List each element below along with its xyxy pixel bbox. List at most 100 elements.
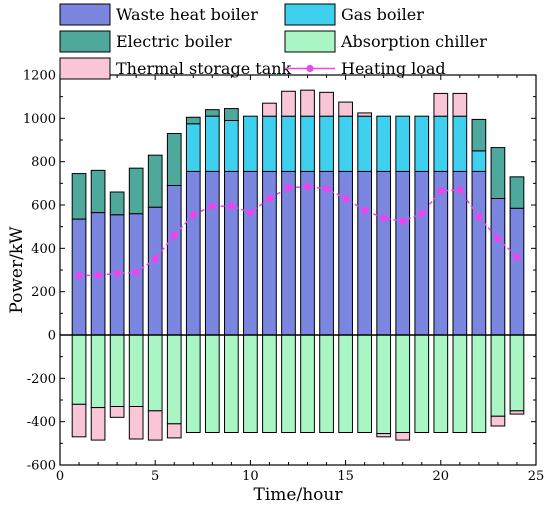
bar-waste-heat-boiler-13: [300, 170, 315, 336]
legend-swatch-thermal-storage-tank: [59, 57, 111, 80]
heating-load-point-24: [513, 253, 521, 261]
bar-thermal-storage-tank-2: [90, 407, 106, 441]
bar-gas-boiler-18: [395, 115, 411, 172]
bar-thermal-storage-tank-12: [281, 90, 296, 117]
legend-label-waste-heat-boiler: Waste heat boiler: [116, 5, 258, 24]
bar-electric-boiler-8: [204, 109, 220, 117]
bar-waste-heat-boiler-12: [281, 170, 296, 336]
x-tick-label: 0: [56, 469, 64, 484]
y-axis-title: Power/kW: [7, 226, 27, 314]
bar-electric-boiler-24: [509, 176, 525, 209]
bar-electric-boiler-4: [128, 167, 144, 215]
bar-thermal-storage-tank-23: [490, 415, 506, 427]
bar-waste-heat-boiler-9: [224, 170, 239, 336]
legend-swatch-electric-boiler: [59, 30, 111, 53]
bar-thermal-storage-tank-1: [71, 403, 87, 438]
bar-thermal-storage-tank-18: [395, 432, 411, 441]
y-tick-label: -400: [27, 415, 56, 430]
axes: -600 -400 -200 0 200 400 600 800 1000 1200 0 5 10 15 2…: [7, 69, 544, 506]
heating-load-point-12: [284, 184, 293, 192]
legend-swatch-gas-boiler: [284, 3, 336, 26]
bar-thermal-storage-tank-3: [109, 406, 125, 418]
bar-absorption-chiller-22: [471, 334, 487, 433]
bar-absorption-chiller-10: [243, 334, 258, 433]
x-tick-label: 5: [151, 469, 159, 484]
heating-load-point-20: [437, 187, 445, 195]
x-tick-label: 10: [242, 469, 259, 484]
bar-absorption-chiller-13: [300, 334, 315, 433]
bar-waste-heat-boiler-5: [147, 206, 163, 336]
heating-load-point-4: [132, 268, 140, 276]
legend-swatch-absorption-chiller: [284, 30, 336, 53]
bar-absorption-chiller-21: [452, 334, 468, 433]
bar-waste-heat-boiler-23: [490, 198, 506, 336]
legend: Waste heat boiler Gas boiler Electric boil…: [59, 3, 487, 80]
x-tick-label: 25: [528, 469, 545, 484]
bar-thermal-storage-tank-6: [166, 423, 182, 439]
heating-load-point-11: [265, 194, 274, 203]
legend-swatch-waste-heat-boiler: [59, 3, 111, 26]
bar-absorption-chiller-14: [319, 334, 334, 433]
bar-waste-heat-boiler-7: [185, 170, 201, 336]
bar-gas-boiler-11: [262, 115, 277, 172]
bar-absorption-chiller-4: [128, 334, 144, 407]
heating-load-point-10: [246, 208, 254, 217]
bar-absorption-chiller-6: [166, 334, 182, 425]
heating-load-polyline: [79, 185, 518, 277]
bar-absorption-chiller-19: [414, 334, 430, 433]
heating-load-point-16: [361, 206, 369, 215]
bar-absorption-chiller-3: [109, 334, 125, 407]
bar-waste-heat-boiler-6: [166, 185, 182, 336]
heating-load-point-3: [113, 269, 121, 277]
bar-electric-boiler-5: [147, 154, 163, 208]
bar-electric-boiler-23: [490, 147, 506, 199]
heating-load-point-19: [418, 210, 426, 218]
bar-thermal-storage-tank-20: [433, 92, 449, 117]
bar-thermal-storage-tank-14: [319, 91, 334, 117]
heating-load-point-23: [494, 234, 502, 243]
bar-absorption-chiller-9: [224, 334, 239, 433]
bar-gas-boiler-14: [319, 115, 334, 172]
y-tick-label: 400: [31, 242, 56, 257]
bar-thermal-storage-tank-5: [147, 410, 163, 441]
heating-load-point-17: [380, 214, 388, 222]
bar-gas-boiler-9: [224, 120, 239, 172]
y-tick-label: 1200: [23, 69, 56, 84]
heating-load-point-18: [399, 217, 407, 225]
x-axis-title: Time/hour: [254, 485, 344, 505]
y-tick-label: -200: [27, 372, 56, 387]
bar-absorption-chiller-20: [433, 334, 449, 433]
bar-absorption-chiller-5: [147, 334, 163, 412]
heating-load-point-6: [170, 231, 178, 239]
bar-electric-boiler-1: [71, 173, 87, 220]
bar-absorption-chiller-1: [71, 334, 87, 405]
bar-gas-boiler-12: [281, 115, 296, 172]
bar-absorption-chiller-11: [262, 334, 277, 433]
legend-label-electric-boiler: Electric boiler: [116, 32, 232, 51]
x-tick-label: 15: [337, 469, 354, 484]
bar-thermal-storage-tank-13: [300, 89, 315, 117]
bar-absorption-chiller-7: [185, 334, 201, 433]
bar-gas-boiler-10: [243, 115, 258, 172]
bar-waste-heat-boiler-14: [319, 170, 334, 336]
heating-load-point-13: [303, 182, 312, 191]
heating-load-point-14: [322, 185, 331, 193]
bar-waste-heat-boiler-10: [243, 170, 258, 336]
bar-gas-boiler-22: [471, 150, 487, 172]
heating-load-point-1: [75, 271, 83, 280]
bar-gas-boiler-20: [433, 115, 449, 172]
y-tick-label: -600: [27, 459, 56, 474]
bar-waste-heat-boiler-8: [204, 170, 220, 336]
heating-load-point-8: [208, 202, 216, 210]
heating-load-point-5: [151, 255, 159, 263]
bar-absorption-chiller-23: [490, 334, 506, 417]
heating-load-point-2: [94, 271, 102, 280]
y-tick-label: 0: [48, 329, 56, 344]
bar-absorption-chiller-12: [281, 334, 296, 433]
bar-absorption-chiller-8: [204, 334, 220, 433]
legend-label-heating-load: Heating load: [341, 59, 446, 78]
bar-gas-boiler-15: [338, 115, 353, 172]
bar-thermal-storage-tank-21: [452, 92, 468, 117]
bar-electric-boiler-2: [90, 169, 106, 214]
